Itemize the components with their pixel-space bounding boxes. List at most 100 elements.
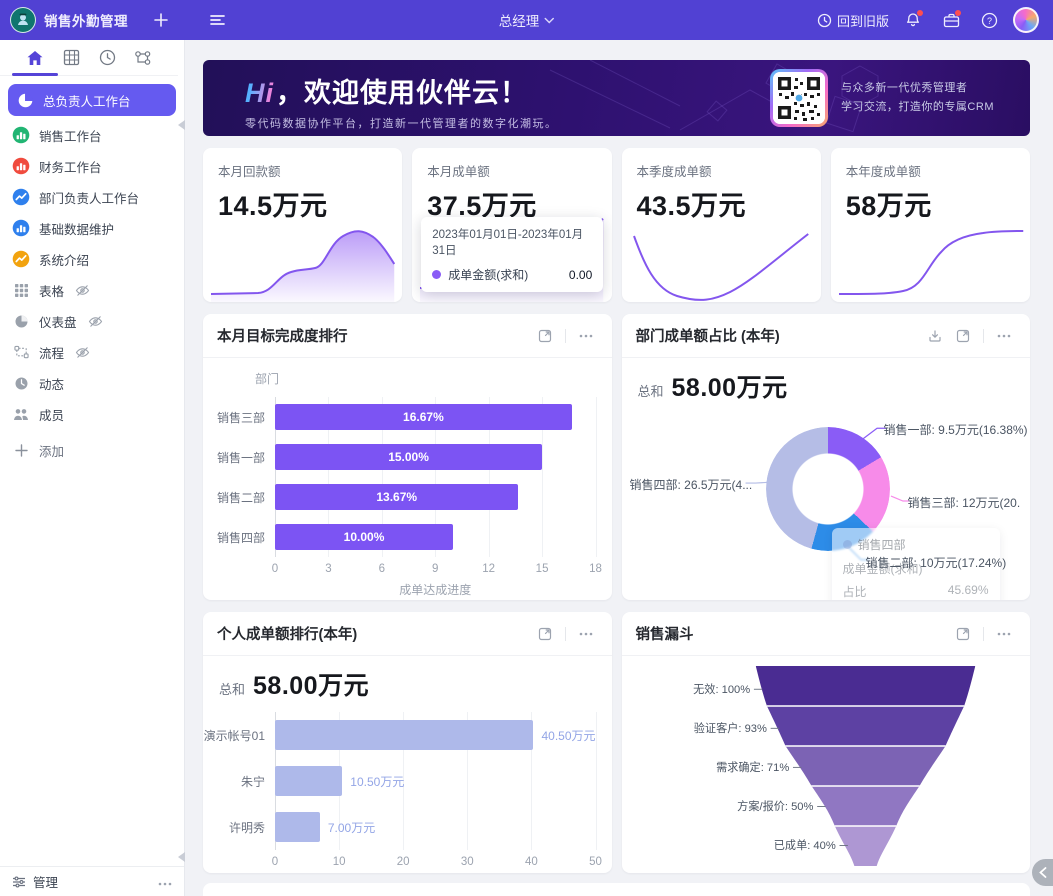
workflow-icon — [135, 50, 151, 65]
expand-button[interactable] — [951, 622, 975, 646]
banner-hi: Hi — [245, 78, 274, 108]
sidebar-item-members[interactable]: 成员 — [0, 399, 184, 429]
x-axis-ticks: 0 10 20 30 40 50 — [271, 856, 602, 868]
stat-card-monthly-payment[interactable]: 本月回款额 14.5万元 — [203, 148, 403, 302]
bar[interactable]: 16.67% — [275, 404, 572, 430]
more-button[interactable] — [992, 622, 1016, 646]
sidebar-resize-handle[interactable] — [178, 120, 185, 130]
pie-tooltip: 销售四部 成单金额(求和) 占比 45.69% — [831, 528, 1000, 600]
sidebar-item-workflows[interactable]: 流程 — [0, 337, 184, 367]
tab-workflow[interactable] — [126, 41, 160, 75]
expand-button[interactable] — [951, 324, 975, 348]
bell-icon — [906, 13, 920, 27]
add-app-button[interactable] — [147, 6, 175, 34]
bar-row[interactable]: 销售三部 16.67% — [217, 397, 596, 437]
sidebar-item-base-data[interactable]: 基础数据维护 — [0, 213, 184, 243]
tab-home[interactable] — [12, 41, 58, 76]
user-avatar[interactable] — [1013, 7, 1039, 33]
bar[interactable] — [275, 766, 343, 796]
pie-slice-label: 销售一部: 9.5万元(16.38%) — [883, 423, 1028, 437]
sidebar-item-system-intro[interactable]: 系统介绍 — [0, 244, 184, 274]
card-dept-share: 部门成单额占比 (本年) 总和 58.00万元 — [621, 314, 1030, 600]
topbar-actions: 回到旧版 ? — [817, 6, 1053, 34]
help-button[interactable]: ? — [975, 6, 1003, 34]
sidebar-item-chief-workspace[interactable]: 总负责人工作台 — [8, 84, 176, 116]
stat-label: 本月成单额 — [427, 165, 490, 179]
notifications-button[interactable] — [899, 6, 927, 34]
bar-row[interactable]: 朱宁 10.50万元 — [241, 758, 596, 804]
funnel-stage-label: 需求确定: 71% — [716, 760, 789, 774]
sidebar-resize-handle[interactable] — [178, 852, 185, 862]
bar-chart-icon — [12, 157, 30, 175]
bar-value-label: 40.50万元 — [541, 728, 596, 743]
collapse-panel-button[interactable] — [1032, 859, 1053, 886]
sidebar: 总负责人工作台 销售工作台 财务工作台 部门负责人工作台 — [0, 40, 185, 896]
sidebar-item-activity[interactable]: 动态 — [0, 368, 184, 398]
bar-value-label: 7.00万元 — [327, 820, 376, 835]
manage-more-button[interactable] — [158, 875, 172, 889]
sidebar-add-button[interactable]: 添加 — [0, 435, 184, 465]
eye-off-icon — [75, 284, 90, 297]
tooltip-series-dot — [842, 540, 852, 549]
bar[interactable]: 15.00% — [275, 444, 543, 470]
back-to-old-button[interactable]: 回到旧版 — [817, 11, 889, 30]
bar[interactable] — [275, 812, 320, 842]
bar-plot[interactable]: 演示帐号01 40.50万元 朱宁 10.50万元 许明秀 7.00万元 — [204, 712, 597, 850]
expand-button[interactable] — [533, 622, 557, 646]
bar-chart-icon — [12, 219, 30, 237]
manage-button[interactable]: 管理 — [0, 866, 184, 896]
line-chart-icon — [12, 250, 30, 268]
stat-card-quarter-deals[interactable]: 本季度成单额 43.5万元 — [621, 148, 821, 302]
stat-label: 本月回款额 — [218, 165, 281, 179]
bar[interactable] — [275, 720, 534, 750]
tab-tables[interactable] — [54, 41, 88, 75]
bar-row[interactable]: 销售四部 10.00% — [217, 517, 596, 557]
bar-value-label: 16.67% — [403, 410, 444, 424]
sidebar-item-tables[interactable]: 表格 — [0, 275, 184, 305]
stat-card-monthly-deals[interactable]: 本月成单额 37.5万元 2023年01月01日-2023年01月31日 成单金… — [412, 148, 612, 302]
more-button[interactable] — [574, 622, 598, 646]
workbench-inbox-button[interactable] — [937, 6, 965, 34]
role-switcher[interactable]: 总经理 — [499, 10, 555, 30]
donut-chart-area: 销售一部: 9.5万元(16.38%) 销售三部: 12万元(20... 销售二… — [630, 404, 1028, 600]
more-button[interactable] — [574, 324, 598, 348]
home-icon — [27, 50, 43, 65]
sliders-icon — [13, 876, 25, 887]
charts-row-2: 个人成单额排行(本年) 总和 58.00万元 演示 — [203, 612, 1030, 873]
bar[interactable]: 13.67% — [275, 484, 519, 510]
card-title: 部门成单额占比 (本年) — [635, 329, 780, 345]
funnel-chart[interactable]: 无效: 100% 验证客户: 93% 需求确定: 71% 方案/报价: 50% … — [631, 666, 1021, 866]
category-label: 朱宁 — [240, 774, 265, 789]
bar-row[interactable]: 销售一部 15.00% — [217, 437, 596, 477]
sparkline-tooltip: 2023年01月01日-2023年01月31日 成单金额(求和) 0.00 — [421, 217, 604, 292]
charts-row-1: 本月目标完成度排行 部门 销售三部 16.67% — [203, 314, 1030, 600]
category-label: 销售四部 — [216, 530, 265, 545]
total-row: 总和 58.00万元 — [219, 672, 370, 700]
sidebar-item-dashboards[interactable]: 仪表盘 — [0, 306, 184, 336]
history-icon — [817, 13, 832, 27]
bar[interactable]: 10.00% — [275, 524, 454, 550]
plus-icon — [154, 13, 168, 27]
collapse-menu-button[interactable] — [203, 6, 231, 34]
stat-cards-row: 本月回款额 14.5万元 本月成单额 37.5万元 2023年01月01日-20… — [203, 148, 1030, 302]
sidebar-item-finance-workspace[interactable]: 财务工作台 — [0, 151, 184, 181]
tooltip-legend: 成单金额(求和) — [448, 268, 529, 282]
stat-card-year-deals[interactable]: 本年度成单额 58万元 — [830, 148, 1030, 302]
category-label: 销售三部 — [216, 410, 265, 425]
bar-row[interactable]: 销售二部 13.67% — [217, 477, 596, 517]
welcome-banner: Hi ，欢迎使用伙伴云！ 零代码数据协作平台，打造新一代管理者的数字化潮玩。 — [203, 60, 1030, 136]
download-button[interactable] — [923, 324, 947, 348]
expand-button[interactable] — [533, 324, 557, 348]
tab-history[interactable] — [90, 41, 124, 75]
bar-plot[interactable]: 销售三部 16.67% 销售一部 15.00% 销售二部 13.67% 销售四部… — [217, 397, 597, 557]
briefcase-icon — [943, 13, 959, 27]
stat-value: 58万元 — [845, 191, 932, 221]
bar-row[interactable]: 演示帐号01 40.50万元 — [204, 712, 596, 758]
flow-icon — [12, 343, 30, 361]
bar-row[interactable]: 许明秀 7.00万元 — [229, 804, 596, 850]
funnel-stage-label: 无效: 100% — [693, 682, 750, 696]
sidebar-item-sales-workspace[interactable]: 销售工作台 — [0, 120, 184, 150]
more-button[interactable] — [992, 324, 1016, 348]
card-sales-funnel: 销售漏斗 — [621, 612, 1030, 873]
sidebar-item-dept-manager-workspace[interactable]: 部门负责人工作台 — [0, 182, 184, 212]
